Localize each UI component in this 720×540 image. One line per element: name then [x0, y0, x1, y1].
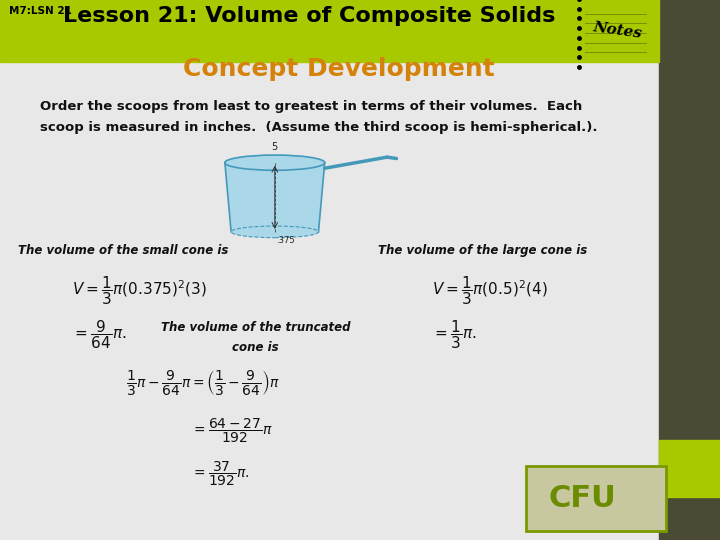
- Ellipse shape: [231, 226, 318, 238]
- Text: $V = \dfrac{1}{3}\pi(0.5)^2(4)$: $V = \dfrac{1}{3}\pi(0.5)^2(4)$: [432, 274, 548, 307]
- Text: Concept Development: Concept Development: [183, 57, 494, 80]
- Ellipse shape: [225, 155, 325, 170]
- Text: The volume of the small cone is: The volume of the small cone is: [18, 244, 228, 257]
- Text: Lesson 21: Volume of Composite Solids: Lesson 21: Volume of Composite Solids: [63, 6, 556, 26]
- Bar: [0, 0, 659, 62]
- Text: .375: .375: [276, 236, 295, 245]
- Text: The volume of the large cone is: The volume of the large cone is: [378, 244, 588, 257]
- Text: $= \dfrac{64-27}{192}\pi$: $= \dfrac{64-27}{192}\pi$: [191, 417, 272, 445]
- Polygon shape: [225, 163, 325, 232]
- Text: 5: 5: [271, 142, 278, 152]
- Text: scoop is measured in inches.  (Assume the third scoop is hemi-spherical.).: scoop is measured in inches. (Assume the…: [40, 122, 597, 134]
- Text: cone is: cone is: [233, 341, 279, 354]
- Text: The volume of the truncated: The volume of the truncated: [161, 321, 351, 334]
- Text: $\dfrac{1}{3}\pi - \dfrac{9}{64}\pi = \left(\dfrac{1}{3} - \dfrac{9}{64}\right)\: $\dfrac{1}{3}\pi - \dfrac{9}{64}\pi = \l…: [126, 368, 280, 397]
- Text: $= \dfrac{9}{64}\pi.$: $= \dfrac{9}{64}\pi.$: [72, 319, 127, 352]
- Bar: [659, 440, 720, 497]
- Text: CFU: CFU: [549, 484, 616, 513]
- Text: $= \dfrac{1}{3}\pi.$: $= \dfrac{1}{3}\pi.$: [432, 319, 477, 352]
- Text: $V = \dfrac{1}{3}\pi(0.375)^2(3)$: $V = \dfrac{1}{3}\pi(0.375)^2(3)$: [72, 274, 207, 307]
- Text: Notes: Notes: [592, 19, 643, 40]
- Text: Order the scoops from least to greatest in terms of their volumes.  Each: Order the scoops from least to greatest …: [40, 100, 582, 113]
- Bar: [659, 0, 720, 540]
- Text: $= \dfrac{37}{192}\pi.$: $= \dfrac{37}{192}\pi.$: [191, 460, 249, 488]
- FancyBboxPatch shape: [526, 466, 666, 531]
- Text: M7:LSN 21: M7:LSN 21: [9, 6, 71, 17]
